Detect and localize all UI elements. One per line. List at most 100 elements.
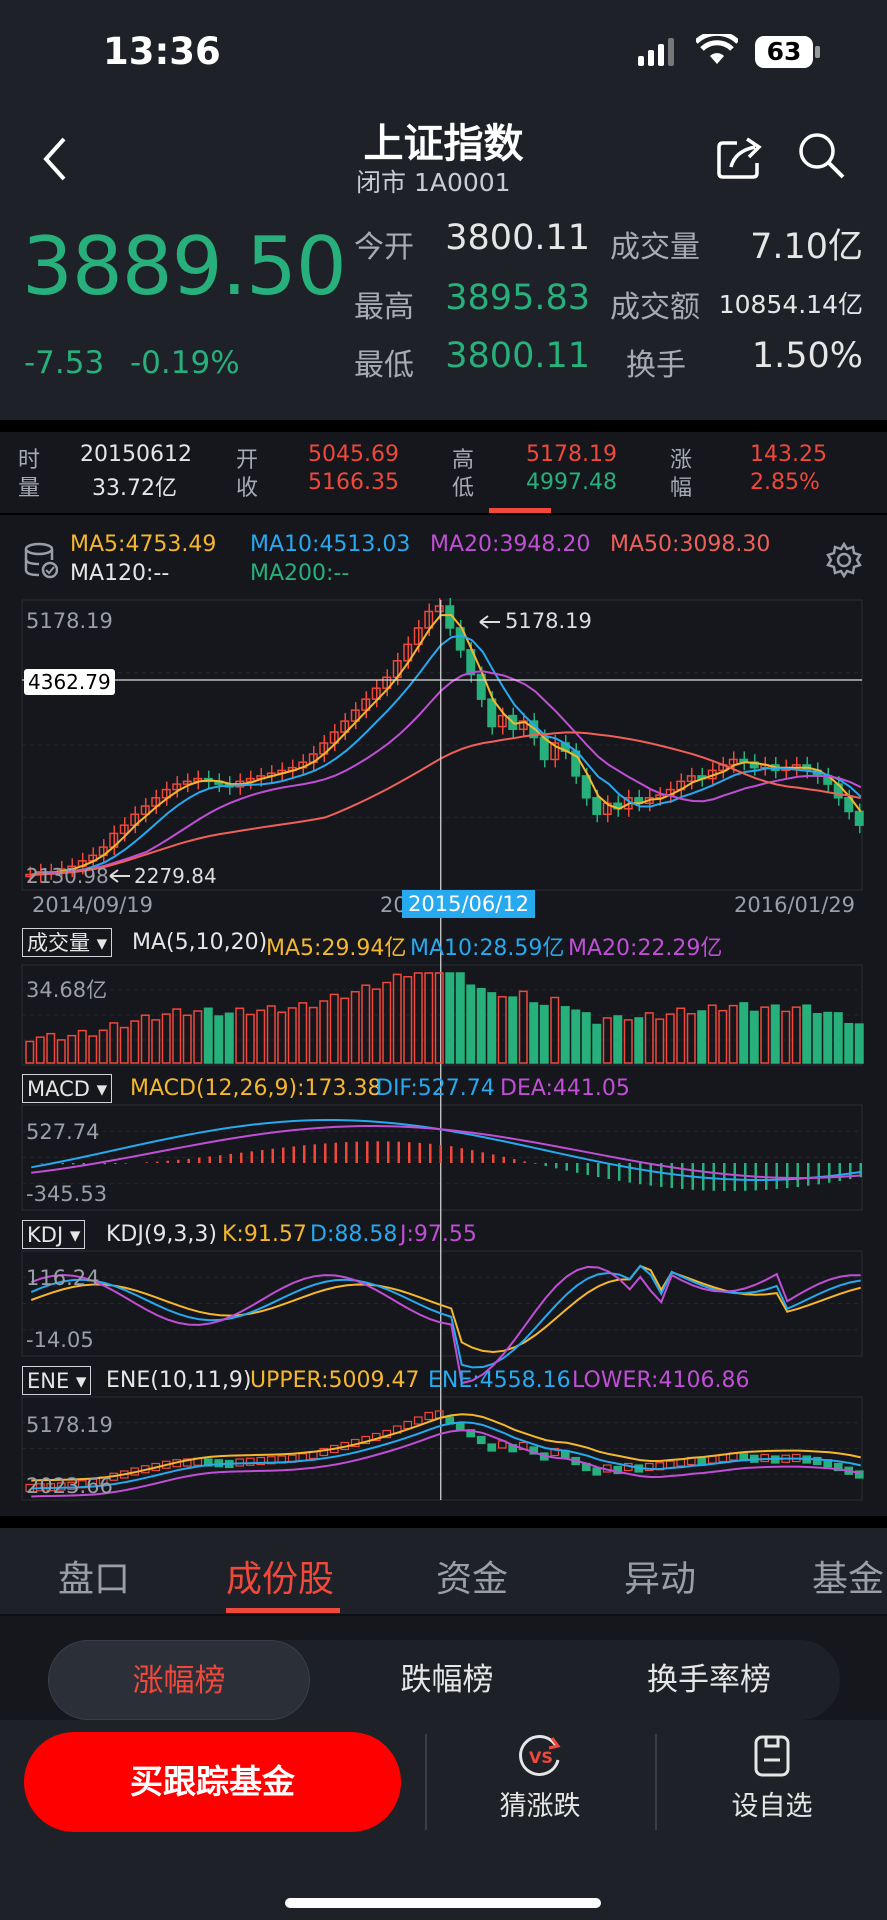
volume-bar [151,1019,161,1064]
ene-candle [413,1416,423,1425]
candle [340,720,350,733]
volume-label: 成交量 [610,230,700,265]
share-icon[interactable] [715,131,765,181]
battery-tip [815,46,820,58]
macd-dif: DIF:527.74 [376,1076,495,1101]
volume-bar [802,1004,812,1064]
segment-turnover[interactable]: 换手率榜 [647,1662,771,1698]
volume-bar [298,1002,308,1064]
high-label-2: 高 [452,448,475,473]
kdj-line [30,1264,862,1354]
candle [140,805,150,815]
cross-volume: 33.72亿 [92,476,177,501]
volume-max-label: 34.68亿 [26,978,108,1002]
candle [655,794,665,799]
kdj-k: K:91.57 [222,1222,307,1247]
tab-handicap[interactable]: 盘口 [58,1559,131,1600]
vol-ma10: MA10:28.59亿 [410,936,565,961]
status-bar: 13:36 63 [0,0,887,105]
volume-bar [203,1007,213,1064]
crosshair-info: 时 量 20150612 33.72亿 开 收 5045.69 5166.35 … [0,432,887,507]
volume-bar [728,1004,738,1064]
ene-select-label: ENE [27,1369,70,1393]
divider-2 [0,513,887,515]
ene-indicator-select[interactable]: ENE ▾ [22,1366,92,1395]
ma50-legend: MA50:3098.30 [610,532,771,557]
volume-bar [518,990,528,1064]
open-label: 今开 [354,230,414,265]
tab-constituents[interactable]: 成份股 [226,1559,335,1600]
candle [844,797,854,813]
tab-funds-flow[interactable]: 资金 [436,1559,509,1600]
volume-bar [529,1002,539,1064]
ene-lower: LOWER:4106.86 [572,1368,750,1393]
volume-bar [739,1002,749,1064]
divider [0,420,887,432]
search-icon[interactable] [797,131,847,181]
ene-candle [56,1482,66,1491]
database-icon[interactable] [24,542,58,580]
kdj-line [30,1265,861,1385]
volume-bar [445,972,455,1064]
divider-3 [0,1516,887,1528]
candle [119,824,129,835]
volume-bar [592,1023,602,1064]
ene-min-label: 2023.66 [26,1474,113,1498]
tab-anomaly[interactable]: 异动 [624,1559,697,1600]
kdj-indicator-select[interactable]: KDJ ▾ [22,1220,86,1249]
volume-bar [371,988,381,1064]
turnover-value: 1.50% [751,336,863,376]
candle [518,720,528,731]
macd-indicator-select[interactable]: MACD ▾ [22,1074,113,1103]
candle [466,649,476,676]
ene-candle [476,1435,486,1445]
chg-label: 涨 [670,448,693,473]
volume-bar [214,1015,224,1064]
svg-text:VS: VS [529,1748,553,1767]
ene-candle [487,1443,497,1452]
high-value: 3895.83 [445,278,590,318]
macd-max-label: 527.74 [26,1120,100,1144]
nav-bar: 上证指数 闭市 1A0001 [0,105,887,210]
settings-gear-icon[interactable] [826,542,862,578]
kdj-params: KDJ(9,3,3) [106,1222,217,1247]
buy-tracking-fund-button[interactable]: 买跟踪基金 [24,1732,401,1832]
volume-bar [161,1013,171,1064]
volume-bar [77,1029,87,1064]
ma20-line [31,670,862,876]
volume-indicator-select[interactable]: 成交量 ▾ [22,928,113,957]
ene-candle [266,1456,276,1465]
quote-panel: 3889.50 -7.53 -0.19% 今开 3800.11 最高 3895.… [0,210,887,420]
volume-bar [182,1014,192,1064]
volume-select-label: 成交量 [27,931,90,955]
kdj-line [30,1264,861,1369]
open-label-2: 开 [236,448,259,473]
segment-losers[interactable]: 跌幅榜 [400,1662,494,1698]
status-time: 13:36 [103,30,221,73]
watchlist-icon [754,1735,790,1777]
candle [592,797,602,815]
macd-select-label: MACD [27,1077,90,1101]
segment-gainers[interactable]: 涨幅榜 [48,1640,310,1720]
ma10-line [31,634,862,876]
tab-fund[interactable]: 基金 [812,1559,885,1600]
macd-params: MACD(12,26,9):173.38 [130,1076,382,1101]
peak-label: 5178.19 [505,609,592,633]
add-watchlist-button[interactable]: 设自选 [702,1728,842,1838]
home-indicator [285,1898,601,1908]
macd-dea: DEA:441.05 [500,1076,630,1101]
back-icon[interactable] [40,135,70,183]
volume-bar [329,993,339,1064]
volume-bar [361,984,371,1064]
dea-line [31,1125,861,1179]
pct-label: 幅 [670,476,693,501]
ene-candle [424,1411,434,1421]
open-value: 3800.11 [445,218,590,258]
volume-bar [287,1007,297,1064]
footer-divider-2 [655,1734,657,1830]
kline-chart-area[interactable] [0,0,887,1528]
candle [371,687,381,700]
amount-value: 10854.14亿 [718,290,863,319]
guess-button[interactable]: VS 猜涨跌 [470,1728,610,1838]
candle [413,627,423,646]
